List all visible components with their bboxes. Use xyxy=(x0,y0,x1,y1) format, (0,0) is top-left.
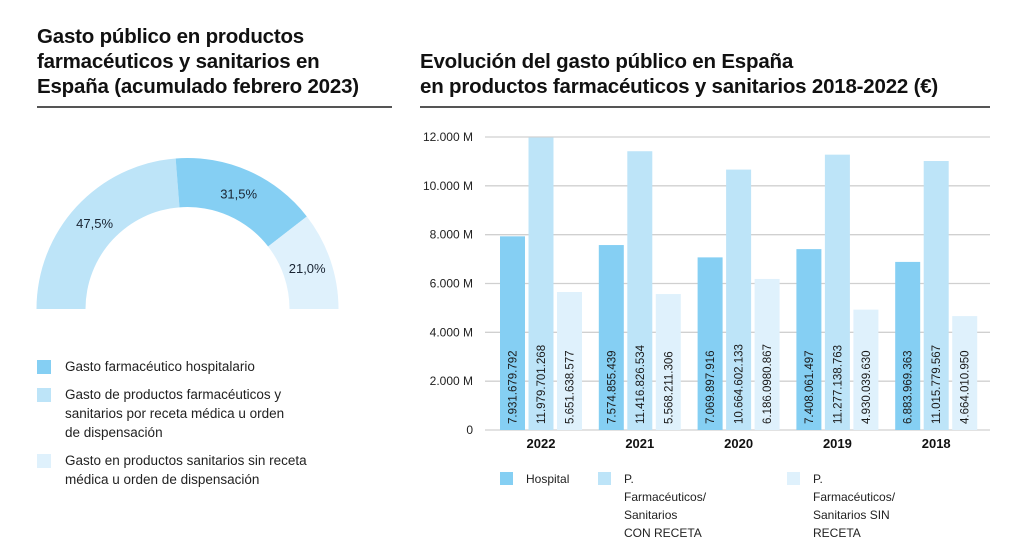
legend-swatch-sin-receta xyxy=(787,472,800,485)
bar-sin-receta-2018 xyxy=(952,316,978,430)
donut-slice-con-receta xyxy=(36,158,180,309)
legend-label: Gasto en productos sanitarios sin receta… xyxy=(65,453,307,487)
bar-con-receta-2019 xyxy=(824,154,850,431)
donut-chart-title-line: Gasto público en productos xyxy=(37,25,305,48)
bar-value-label: 10.664.602.133 xyxy=(734,344,746,424)
donut-slice-label: 47,5% xyxy=(76,216,113,231)
donut-slice-label: 21,0% xyxy=(289,261,326,276)
bar-value-label: 4.930.039.630 xyxy=(861,350,873,424)
legend-item-con-receta: Gasto de productos farmacéuticos y sanit… xyxy=(37,385,357,442)
y-tick-label: 2.000 M xyxy=(430,374,473,388)
bar-value-label: 7.931.679.792 xyxy=(508,350,520,424)
bar-sin-receta-2019 xyxy=(853,309,879,430)
bar-sin-receta-2020 xyxy=(754,278,780,430)
bar-value-label: 6.883.969.363 xyxy=(903,350,915,424)
bar-chart-title: Evolución del gasto público en España en… xyxy=(420,49,1020,99)
legend-item-sin-receta: P. Farmacéuticos/ Sanitarios SIN RECETA xyxy=(787,470,895,542)
right-title-divider xyxy=(420,106,990,108)
bar-value-label: 7.574.855.439 xyxy=(606,350,618,424)
bar-value-label: 11.015.779.567 xyxy=(931,345,943,424)
bar-sin-receta-2022 xyxy=(557,292,582,430)
bar-hospital-2018 xyxy=(895,261,921,430)
bar-value-label: 11.416.826.534 xyxy=(635,344,647,424)
bar-value-label: 5.568.211.306 xyxy=(663,351,675,424)
donut-chart-title-line: farmacéuticos y sanitarios en xyxy=(37,50,320,73)
legend-item-hospital: Hospital xyxy=(500,470,569,488)
legend-swatch-con-receta xyxy=(37,388,51,402)
bar-value-label: 11.277.138.763 xyxy=(832,345,844,424)
legend-label: P. Farmacéuticos/ Sanitarios SIN RECETA xyxy=(813,472,896,540)
legend-swatch-hospital xyxy=(500,472,513,485)
bar-hospital-2022 xyxy=(500,236,525,430)
legend-item-sin-receta: Gasto en productos sanitarios sin receta… xyxy=(37,451,357,489)
bar-hospital-2019 xyxy=(796,249,822,430)
x-category-label: 2022 xyxy=(527,436,556,451)
legend-label: Gasto farmacéutico hospitalario xyxy=(65,359,255,374)
donut-chart-title: Gasto público en productos farmacéuticos… xyxy=(37,24,397,99)
legend-label: Gasto de productos farmacéuticos y sanit… xyxy=(65,387,285,440)
bar-value-label: 11.979.701.268 xyxy=(536,345,548,424)
half-donut-chart: 47,5% 31,5% 21,0% xyxy=(36,158,339,309)
bar-value-label: 6.186.0980.867 xyxy=(762,344,774,424)
x-category-label: 2019 xyxy=(823,436,852,451)
bar-chart-title-line: Evolución del gasto público en España xyxy=(420,50,794,73)
legend-label: Hospital xyxy=(526,472,570,486)
bar-hospital-2020 xyxy=(697,257,723,430)
donut-slice-sin-receta xyxy=(268,216,339,309)
bar-hospital-2021 xyxy=(598,245,624,430)
donut-chart-title-line: España (acumulado febrero 2023) xyxy=(37,75,359,98)
y-tick-label: 0 xyxy=(466,423,473,437)
bar-value-label: 4.664.010.950 xyxy=(960,350,972,424)
bar-con-receta-2021 xyxy=(627,151,653,431)
x-category-label: 2018 xyxy=(922,436,951,451)
y-tick-label: 10.000 M xyxy=(423,179,473,193)
bar-sin-receta-2021 xyxy=(655,294,681,430)
legend-swatch-hospital xyxy=(37,360,51,374)
y-tick-label: 12.000 M xyxy=(423,130,473,144)
y-tick-label: 4.000 M xyxy=(430,325,473,339)
legend-swatch-con-receta xyxy=(598,472,611,485)
legend-item-con-receta: P. Farmacéuticos/ Sanitarios CON RECETA xyxy=(598,470,706,542)
bar-con-receta-2020 xyxy=(726,169,752,430)
legend-swatch-sin-receta xyxy=(37,454,51,468)
bar-value-label: 7.069.897.916 xyxy=(705,350,717,424)
left-title-divider xyxy=(37,106,392,108)
bar-chart: 0 2.000 M 4.000 M 6.000 M 8.000 M 10.000 M 12.… xyxy=(423,130,990,451)
x-category-label: 2020 xyxy=(724,436,753,451)
x-category-label: 2021 xyxy=(625,436,654,451)
legend-label: P. Farmacéuticos/ Sanitarios CON RECETA xyxy=(624,472,707,540)
bar-value-label: 7.408.061.497 xyxy=(804,350,816,424)
bar-chart-title-line: en productos farmacéuticos y sanitarios … xyxy=(420,75,939,98)
donut-slice-hospital xyxy=(175,158,307,247)
donut-legend: Gasto farmacéutico hospitalario Gasto de… xyxy=(37,357,357,498)
bar-con-receta-2018 xyxy=(923,161,949,431)
legend-item-hospital: Gasto farmacéutico hospitalario xyxy=(37,357,357,376)
bar-value-label: 5.651.638.577 xyxy=(565,350,577,424)
donut-slice-label: 31,5% xyxy=(220,186,257,201)
y-tick-label: 6.000 M xyxy=(430,277,473,291)
bar-con-receta-2022 xyxy=(528,137,554,431)
y-tick-label: 8.000 M xyxy=(430,228,473,242)
